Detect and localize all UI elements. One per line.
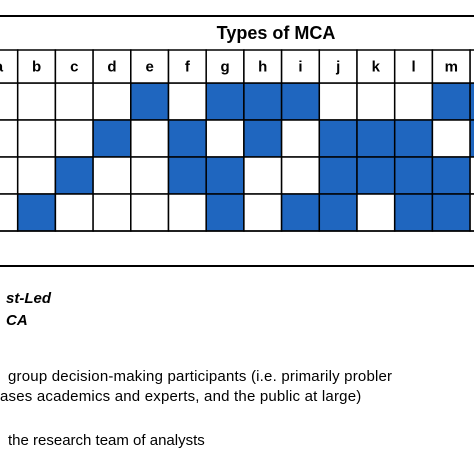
cell-r4-b bbox=[16, 193, 57, 232]
cell-r1-f bbox=[167, 82, 207, 121]
column-header-cell-f bbox=[167, 49, 207, 84]
cell-r1-h bbox=[243, 82, 283, 121]
cell-r2-h bbox=[243, 119, 283, 158]
cell-r4-e bbox=[130, 193, 170, 232]
column-label-i: i bbox=[298, 59, 302, 76]
cell-r3-g bbox=[205, 156, 245, 195]
column-header-cell-i bbox=[280, 49, 321, 84]
column-label-k: k bbox=[372, 59, 381, 76]
column-label-f: f bbox=[185, 59, 191, 76]
cell-r4-n bbox=[469, 193, 474, 232]
column-header-cell-c bbox=[54, 49, 94, 84]
column-label-c: c bbox=[70, 59, 78, 76]
cell-r3-l bbox=[393, 156, 434, 195]
figure-title: Types of MCA bbox=[216, 23, 336, 43]
cell-r1-k bbox=[356, 82, 396, 121]
cell-r4-m bbox=[431, 193, 471, 232]
cell-r2-j bbox=[318, 119, 358, 158]
legend-line-5: the research team of analysts bbox=[8, 432, 205, 449]
cell-r4-g bbox=[205, 193, 245, 232]
cell-r4-i bbox=[280, 193, 321, 232]
cell-r1-d bbox=[92, 82, 132, 121]
cell-r1-g bbox=[205, 82, 245, 121]
cell-r2-f bbox=[167, 119, 207, 158]
cell-r3-d bbox=[92, 156, 132, 195]
column-header-cell-l bbox=[393, 49, 434, 84]
column-label-g: g bbox=[220, 59, 229, 76]
cell-r2-l bbox=[393, 119, 434, 158]
cell-r1-n bbox=[469, 82, 474, 121]
cell-r2-a bbox=[0, 119, 19, 158]
column-label-a: a bbox=[0, 59, 4, 76]
cell-r4-d bbox=[92, 193, 132, 232]
cell-r4-j bbox=[318, 193, 358, 232]
cell-r3-b bbox=[16, 156, 57, 195]
cell-r3-j bbox=[318, 156, 358, 195]
cell-r1-l bbox=[393, 82, 434, 121]
cell-r3-h bbox=[243, 156, 283, 195]
cell-r4-f bbox=[167, 193, 207, 232]
cell-r2-i bbox=[280, 119, 321, 158]
cell-r3-a bbox=[0, 156, 19, 195]
cell-r2-b bbox=[16, 119, 57, 158]
cell-r3-n bbox=[469, 156, 474, 195]
legend-line-4: ases academics and experts, and the publ… bbox=[0, 388, 362, 405]
cell-r1-b bbox=[16, 82, 57, 121]
column-header-cell-d bbox=[92, 49, 132, 84]
legend-line-3: group decision-making participants (i.e.… bbox=[8, 368, 393, 385]
cell-r1-j bbox=[318, 82, 358, 121]
legend-line-2: CA bbox=[6, 312, 28, 329]
cell-r4-h bbox=[243, 193, 283, 232]
cell-r1-c bbox=[54, 82, 94, 121]
column-header-cell-g bbox=[205, 49, 245, 84]
cell-r3-m bbox=[431, 156, 471, 195]
cell-r2-c bbox=[54, 119, 94, 158]
cell-r4-a bbox=[0, 193, 19, 232]
column-label-l: l bbox=[411, 59, 415, 76]
cell-r3-e bbox=[130, 156, 170, 195]
cell-r2-g bbox=[205, 119, 245, 158]
column-label-j: j bbox=[335, 59, 340, 76]
cell-r1-e bbox=[130, 82, 170, 121]
cell-r4-k bbox=[356, 193, 396, 232]
cell-r4-c bbox=[54, 193, 94, 232]
table-frame bbox=[0, 15, 474, 267]
cell-r1-m bbox=[431, 82, 471, 121]
cell-r2-k bbox=[356, 119, 396, 158]
cell-r3-k bbox=[356, 156, 396, 195]
column-label-e: e bbox=[145, 59, 153, 76]
column-header-cell-n bbox=[469, 49, 474, 84]
cell-r3-i bbox=[280, 156, 321, 195]
cell-r2-m bbox=[431, 119, 471, 158]
column-label-h: h bbox=[258, 59, 267, 76]
column-header-cell-e bbox=[130, 49, 170, 84]
column-label-d: d bbox=[107, 59, 116, 76]
cell-r3-f bbox=[167, 156, 207, 195]
column-header-cell-j bbox=[318, 49, 358, 84]
cell-r2-e bbox=[130, 119, 170, 158]
legend-line-1: st-Led bbox=[6, 290, 51, 307]
cell-r1-a bbox=[0, 82, 19, 121]
cell-r1-i bbox=[280, 82, 321, 121]
cell-r2-n bbox=[469, 119, 474, 158]
mca-grid: abcdefghijklmn bbox=[0, 15, 474, 267]
cell-r4-l bbox=[393, 193, 434, 232]
cell-r2-d bbox=[92, 119, 132, 158]
column-label-m: m bbox=[445, 59, 458, 76]
column-header-cell-m bbox=[431, 49, 471, 84]
cell-r3-c bbox=[54, 156, 94, 195]
column-label-b: b bbox=[32, 59, 41, 76]
